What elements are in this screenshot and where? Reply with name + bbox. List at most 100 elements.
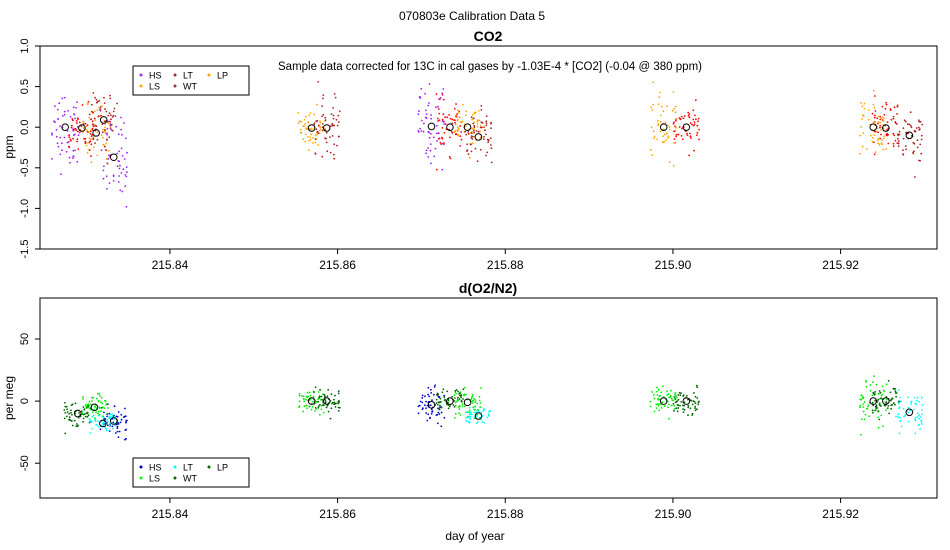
co2-point-hs [125,137,127,140]
o2n2-point-wt [675,407,678,410]
o2n2-point-wt [694,402,697,404]
o2n2-mean-ls [307,397,316,405]
o2n2-point-ls [95,397,98,400]
co2-point-lp [666,105,669,107]
co2-point-lp [471,113,474,116]
o2n2-point-wt [460,399,463,402]
co2-point-lt [459,125,462,127]
co2-point-lp [874,151,877,154]
o2n2-point-lt [902,408,905,410]
o2n2-point-wt [83,413,86,415]
o2n2-point-wt [82,420,84,423]
co2-point-lt [70,124,73,127]
o2n2-point-ls [309,394,312,397]
o2n2-point-wt [679,394,682,396]
co2-point-lp [871,140,874,143]
co2-point-wt [317,81,320,83]
co2-point-lp [674,133,677,136]
co2-point-lp [311,128,313,130]
co2-point-wt [470,150,473,153]
o2n2-point-ls [312,396,315,398]
o2n2-point-hs [425,412,428,414]
co2-point-lp [657,103,660,105]
co2-point-lp [881,116,884,118]
co2-point-lt [90,155,92,158]
o2n2-point-ls [877,416,880,419]
co2-point-lp [656,138,659,141]
o2n2-point-hs [443,394,446,397]
co2-point-wt [338,135,340,138]
co2-point-lp [312,137,314,139]
co2-point-lp [876,130,878,133]
co2-point-lt [77,118,79,121]
co2-point-wt [90,135,93,138]
o2n2-point-lt [918,417,920,420]
o2n2-point-lt [102,424,104,426]
co2-point-wt [113,107,116,110]
co2-point-lp [674,129,677,132]
co2-point-lp [457,134,459,137]
co2-point-wt [902,153,904,156]
o2n2-point-ls [308,405,311,408]
o2n2-point-ls [94,417,96,419]
co2-point-wt [470,137,473,139]
co2-point-lt [892,115,895,118]
co2-point-wt [333,157,336,160]
co2-point-wt [109,114,112,117]
o2n2-point-ls [670,394,672,397]
o2n2-point-wt [879,391,882,394]
o2n2-legend: HS LT LP LS WT [132,457,250,488]
co2-point-hs [106,127,109,130]
co2-point-lp [473,112,476,115]
co2-point-lp [319,121,322,124]
co2-point-hs [72,128,74,131]
o2n2-legend-marker [173,465,177,469]
o2n2-point-wt [446,403,448,406]
co2-point-lt [442,142,445,145]
o2n2-point-wt [682,408,684,410]
co2-point-wt [908,123,911,126]
o2n2-point-wt [66,411,69,413]
co2-point-lt [76,122,78,124]
co2-point-hs [119,189,122,192]
co2-point-lp [461,120,464,123]
co2-point-hs [117,133,120,136]
co2-point-wt [331,135,334,137]
co2-point-lt [892,142,895,145]
co2-point-lt [75,129,78,132]
o2n2-point-wt [895,395,897,398]
co2-point-lp [479,125,482,127]
o2n2-point-lt [108,429,110,432]
o2n2-point-hs [435,414,438,416]
co2-point-lp [666,132,668,135]
o2n2-point-ls [862,410,865,413]
o2n2-point-wt [898,400,900,403]
o2n2-point-ls [667,406,669,409]
o2n2-point-lt [895,415,897,418]
o2n2-point-wt [447,399,450,402]
co2-point-wt [918,120,921,123]
o2n2-point-lt [916,397,919,399]
o2n2-legend-label: LP [217,463,228,473]
o2n2-point-wt [692,400,695,403]
o2n2-legend-label: LT [183,463,193,473]
co2-point-wt [315,128,318,131]
o2n2-point-lt [907,396,909,399]
o2n2-point-wt [64,405,67,408]
o2n2-point-lt [469,415,472,418]
co2-mean-hs [61,123,69,131]
o2n2-point-wt [64,412,67,414]
co2-mean-lp [92,129,100,137]
o2n2-point-wt [880,405,882,407]
co2-point-hs [428,136,431,139]
o2n2-point-ls [90,403,92,405]
co2-point-lt [883,113,886,116]
co2-point-lp [304,123,306,125]
co2-point-wt [325,131,328,134]
co2-point-wt [480,109,483,111]
co2-point-lp [86,102,89,105]
co2-point-lt [75,120,78,122]
co2-point-hs [118,150,120,153]
o2n2-legend-marker [173,476,177,480]
co2-point-wt [99,106,102,108]
